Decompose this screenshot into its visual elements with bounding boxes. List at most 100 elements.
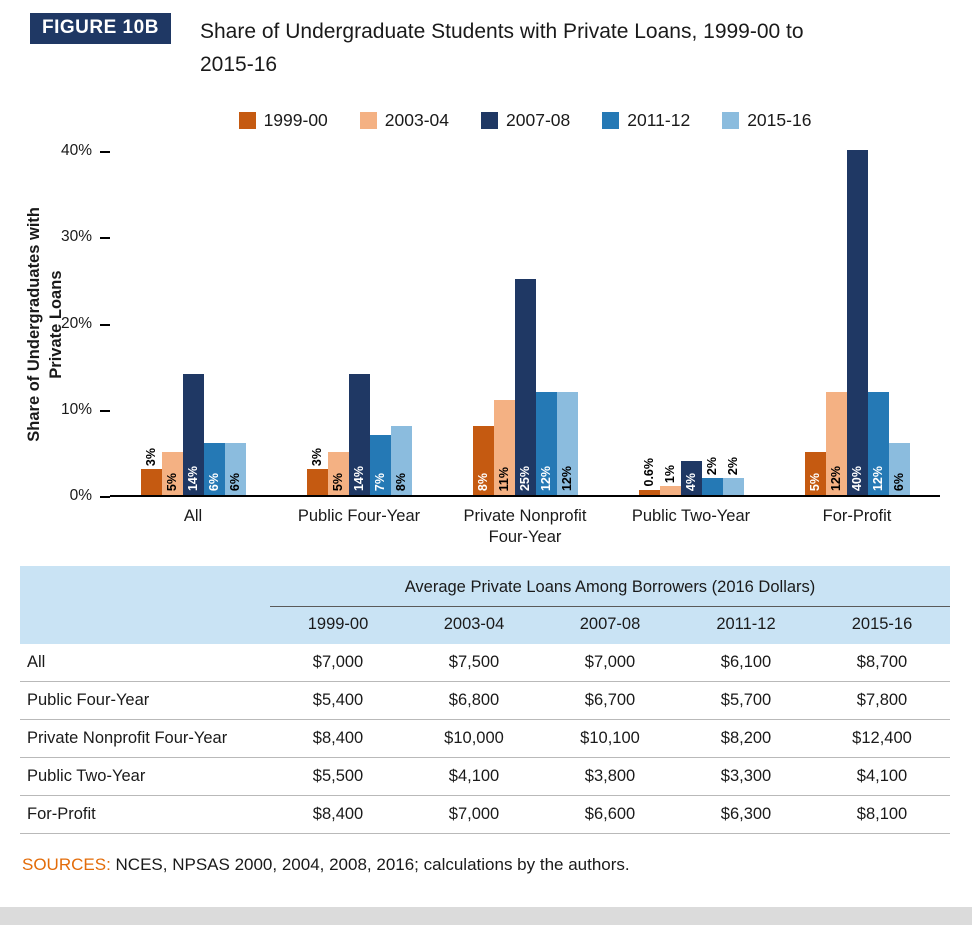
table-row-label: For-Profit	[27, 805, 96, 823]
table-column-header-row: 1999-00 2003-04 2007-08 2011-12 2015-16	[20, 607, 950, 644]
table-cell: $10,000	[444, 729, 504, 747]
bar-value-label: 5%	[165, 472, 179, 491]
bar-value-label: 6%	[207, 472, 221, 491]
table-column-header: 2003-04	[443, 615, 505, 633]
table-row: Public Four-Year $5,400 $6,800 $6,700 $5,700…	[20, 682, 950, 720]
category-label: All	[183, 507, 203, 525]
bar	[888, 443, 910, 495]
table-corner-cell	[20, 607, 270, 644]
y-tick-label: 0%	[69, 487, 92, 504]
table-cell: $8,100	[856, 805, 908, 823]
y-tick-label: 20%	[60, 314, 92, 332]
table-header: Average Private Loans Among Borrowers (2…	[20, 566, 950, 644]
bar-value-label: 8%	[476, 472, 490, 491]
bar	[680, 460, 702, 495]
table-title-row: Average Private Loans Among Borrowers (2…	[20, 568, 950, 607]
plot-area: 0% 10% 20% 30% 40% All 3% 5% 14% 6% 6% Public Four-…	[61, 142, 940, 546]
bar	[638, 489, 660, 495]
category-label: Private Nonprofit Four-Year	[463, 507, 587, 546]
bar-value-label: 14%	[352, 465, 366, 491]
bar-value-label: 1%	[663, 465, 677, 484]
bar-value-label: 5%	[808, 472, 822, 491]
legend-item: 2007-08	[481, 110, 570, 131]
y-tick-label: 10%	[60, 400, 92, 418]
figure-badge: FIGURE 10B	[30, 13, 171, 44]
y-tick-mark	[100, 151, 110, 153]
table-cell: $7,800	[856, 691, 908, 709]
table-cell: $8,400	[312, 805, 364, 823]
bar-value-label: 8%	[394, 472, 408, 491]
bar	[348, 374, 370, 495]
legend-swatch	[722, 112, 740, 129]
table-cell: $5,500	[312, 767, 364, 785]
bar-value-label: 3%	[144, 448, 158, 467]
loans-table: Average Private Loans Among Borrowers (2…	[20, 566, 950, 834]
y-tick-mark	[100, 323, 110, 326]
bar	[224, 443, 246, 495]
figure-title-line1: Share of Undergraduate Students with Pri…	[200, 20, 804, 43]
y-tick-mark	[100, 409, 110, 412]
bar	[493, 400, 515, 495]
table-row-label: All	[27, 653, 46, 671]
footer-bar	[0, 907, 972, 925]
bar-value-label: 12%	[560, 465, 574, 491]
bar-value-label: 25%	[518, 465, 532, 491]
bar-value-label: 12%	[539, 465, 553, 491]
table-cell: $6,300	[720, 805, 772, 823]
table-column-header: 2011-12	[716, 615, 776, 633]
legend-label: 2007-08	[506, 110, 571, 130]
bar	[306, 469, 328, 495]
table-cell: $8,700	[856, 653, 908, 671]
bar-value-label: 40%	[850, 465, 864, 491]
bar	[182, 374, 204, 495]
bar	[659, 486, 681, 495]
legend-swatch	[238, 112, 256, 129]
sources-label: SOURCES:	[22, 855, 111, 874]
bar-value-label: 4%	[684, 472, 698, 491]
bar	[867, 391, 889, 495]
bar-value-label: 2%	[726, 456, 740, 475]
table-cell: $7,000	[584, 653, 636, 671]
table-column-header: 1999-00	[307, 615, 369, 633]
y-tick-label: 30%	[60, 228, 92, 246]
table-row-label: Public Two-Year	[27, 767, 146, 785]
table-row-label: Public Four-Year	[27, 691, 150, 709]
table-cell: $6,800	[448, 691, 500, 709]
bar-value-label: 6%	[228, 472, 242, 491]
y-tick-mark	[100, 496, 110, 498]
legend-label: 2003-04	[384, 110, 450, 130]
bar-value-label: 12%	[829, 465, 843, 491]
bar	[140, 469, 162, 495]
legend-label: 1999-00	[263, 110, 328, 130]
bar	[161, 451, 183, 495]
bar	[556, 391, 578, 495]
category-label: For-Profit	[822, 507, 892, 525]
table-row: Private Nonprofit Four-Year $8,400 $10,000…	[20, 720, 950, 758]
sources-line: SOURCES: NCES, NPSAS 2000, 2004, 2008, 2…	[22, 855, 630, 875]
bar-value-label: 11%	[497, 466, 511, 491]
bar	[701, 477, 723, 495]
bar	[846, 150, 868, 495]
bar	[203, 443, 225, 495]
bar	[535, 391, 557, 495]
table-cell: $6,100	[720, 653, 772, 671]
table-cell: $4,100	[856, 767, 908, 785]
table-column-header: 2007-08	[579, 615, 641, 633]
bar-value-label: 6%	[892, 472, 906, 491]
bar-value-label: 3%	[310, 448, 324, 467]
table-cell: $4,100	[448, 767, 500, 785]
table-row-label: Private Nonprofit Four-Year	[27, 729, 228, 747]
table-title: Average Private Loans Among Borrowers (2…	[270, 568, 950, 607]
sources-text: NCES, NPSAS 2000, 2004, 2008, 2016; calc…	[115, 855, 630, 874]
bar-value-label: 2%	[705, 456, 719, 475]
table-cell: $5,700	[720, 691, 772, 709]
legend-item: 2011-12	[602, 110, 690, 131]
bar	[722, 477, 744, 495]
table-cell: $10,100	[580, 729, 640, 747]
y-tick-mark	[100, 237, 110, 240]
legend: 1999-00 2003-04 2007-08 2011-12 2015-16	[110, 110, 940, 131]
bar	[327, 451, 349, 495]
bar-value-label: 5%	[331, 472, 345, 491]
bar	[472, 426, 494, 495]
